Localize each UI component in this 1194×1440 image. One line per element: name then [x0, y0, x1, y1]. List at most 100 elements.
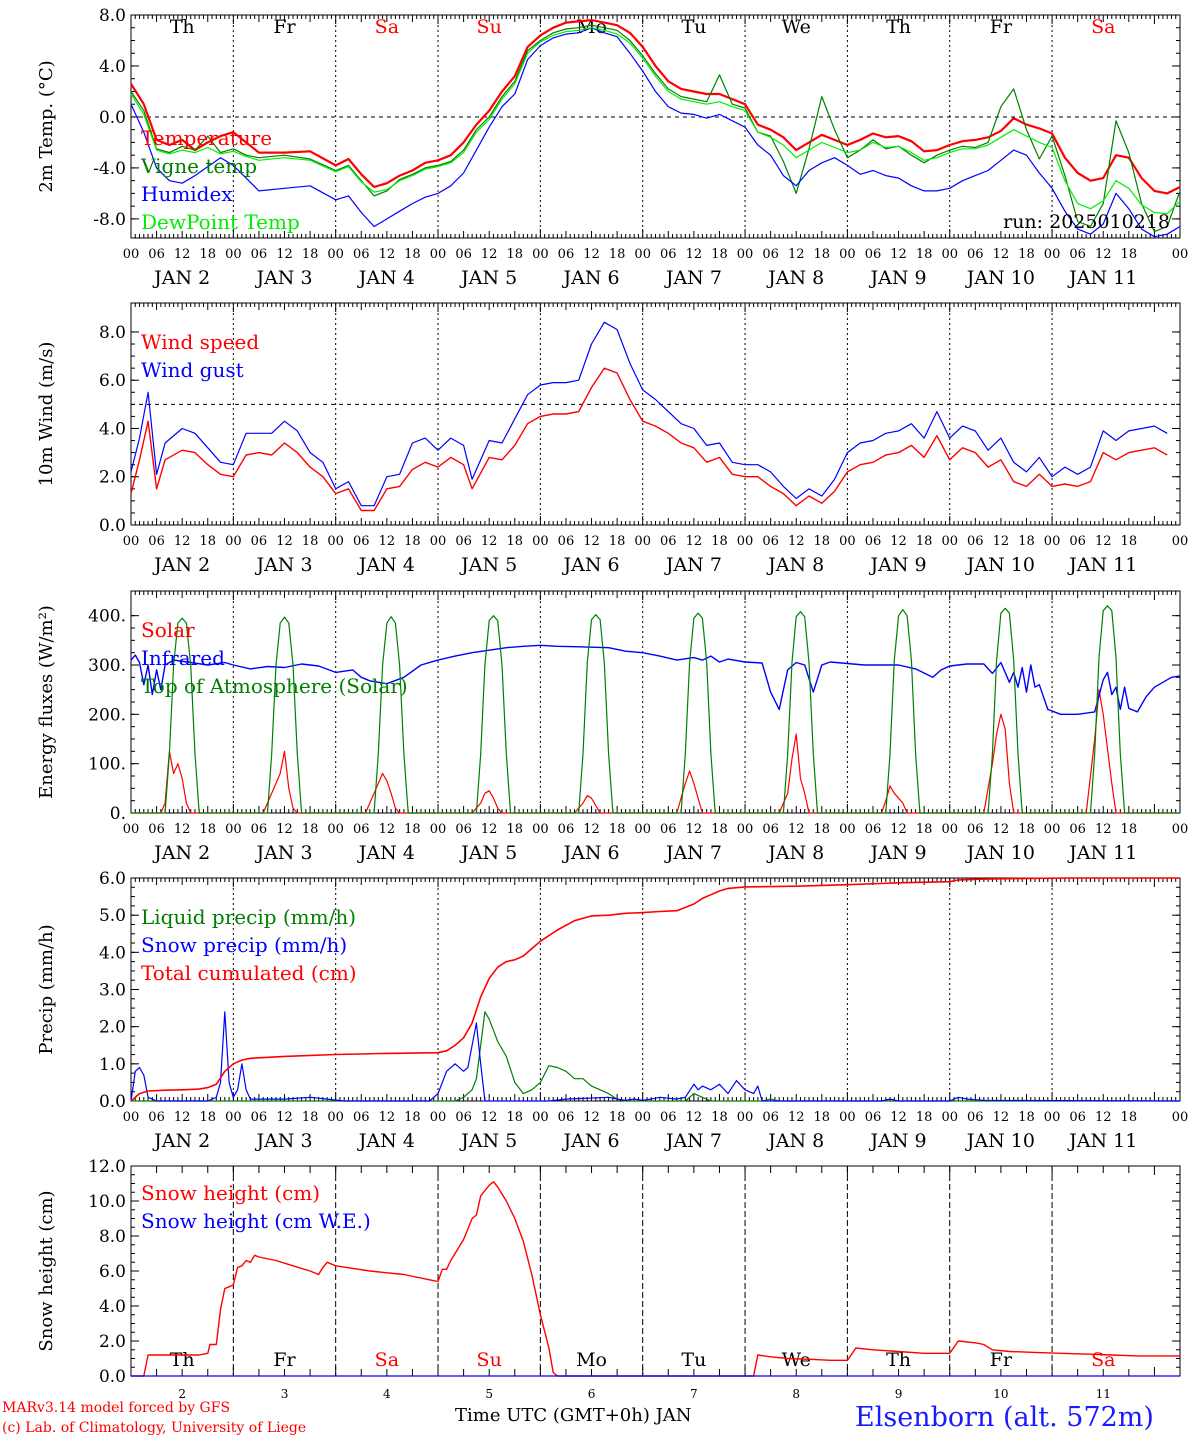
series-line: [130, 321, 1168, 507]
date-label: JAN 6: [561, 554, 619, 576]
hour-label: 00: [225, 247, 242, 262]
y-tick-label: 0.: [110, 804, 126, 824]
hour-label: 12: [686, 822, 703, 837]
hour-label: 18: [609, 247, 626, 262]
hour-label: 06: [1069, 247, 1086, 262]
time-axis-label: Time UTC (GMT+0h) JAN: [455, 1405, 692, 1426]
hour-label: 06: [660, 1110, 677, 1125]
plot-frame: [130, 14, 1181, 239]
series-line: [130, 877, 1180, 1102]
hour-label: 12: [174, 247, 191, 262]
hour-label: 18: [1121, 1110, 1138, 1125]
hour-label: 06: [967, 822, 984, 837]
weekday-label: We: [782, 16, 811, 38]
hour-label: 12: [890, 247, 907, 262]
hour-label: 06: [148, 822, 165, 837]
day-number-label: 3: [281, 1387, 289, 1401]
series-line: [131, 605, 1180, 814]
hour-label: 06: [660, 247, 677, 262]
date-label: JAN 8: [766, 842, 824, 864]
hour-label: 18: [199, 1110, 216, 1125]
series-line: [130, 24, 1181, 233]
chart-panel-1: 8.0 4.0 0.0 -4.0 -8.0 2m Temp. (°C) 00 06 12 18 JA…: [36, 6, 1188, 289]
day-number-label: 5: [485, 1387, 493, 1401]
hour-label: 00: [839, 1110, 856, 1125]
hour-label: 18: [302, 534, 319, 549]
weekday-label: Su: [477, 16, 502, 38]
hour-label: 12: [1095, 822, 1112, 837]
date-label: JAN 5: [459, 554, 517, 576]
hour-label: 18: [1121, 822, 1138, 837]
hour-label: 06: [1069, 1110, 1086, 1125]
date-label: JAN 8: [766, 1130, 824, 1152]
legend-entry: Wind speed: [141, 330, 259, 354]
y-axis-label: Snow height (cm): [36, 1190, 57, 1351]
hour-label: 06: [353, 1110, 370, 1125]
hour-label: 12: [379, 247, 396, 262]
series-line: [131, 1011, 1180, 1102]
hour-label: 18: [814, 822, 831, 837]
y-tick-label: 5.0: [99, 906, 126, 926]
hour-label: 18: [1018, 1110, 1035, 1125]
chart-panel-3: 0. 100. 200. 300. 400. Energy fluxes (W/m²) 00…: [36, 590, 1188, 864]
hour-label: 00: [941, 822, 958, 837]
hour-label: 12: [686, 247, 703, 262]
hour-label: 12: [276, 247, 293, 262]
hour-label: 00: [839, 247, 856, 262]
hour-label: 18: [199, 822, 216, 837]
date-label: JAN 10: [965, 267, 1035, 289]
series-line: [130, 27, 1181, 215]
hour-label: 12: [276, 534, 293, 549]
y-tick-label: 6.0: [99, 869, 126, 889]
hour-label: 06: [967, 247, 984, 262]
hour-label: 00: [225, 534, 242, 549]
hour-label: 12: [993, 247, 1010, 262]
series-line: [131, 689, 1180, 814]
y-tick-label: 8.0: [99, 6, 126, 26]
y-tick-label: 4.0: [99, 57, 126, 77]
hour-label: 00: [941, 247, 958, 262]
day-number-label: 7: [690, 1387, 698, 1401]
hour-label: 12: [379, 822, 396, 837]
hour-label: 06: [455, 247, 472, 262]
y-tick-label: 2.0: [99, 1018, 126, 1038]
hour-label: 06: [660, 822, 677, 837]
y-tick-label: 200.: [88, 705, 126, 725]
date-label: JAN 4: [357, 1130, 415, 1152]
hour-label: 00: [1044, 822, 1061, 837]
y-tick-label: 12.0: [88, 1157, 126, 1177]
y-tick-label: -4.0: [93, 159, 126, 179]
weekday-label: Th: [886, 1349, 911, 1371]
hour-label: 06: [762, 534, 779, 549]
hour-label: 06: [353, 534, 370, 549]
day-number-label: 2: [178, 1387, 186, 1401]
hour-label: 00: [634, 1110, 651, 1125]
weekday-label: Th: [170, 1349, 195, 1371]
day-number-label: 8: [792, 1387, 800, 1401]
hour-label: 18: [302, 822, 319, 837]
legend-entry: Wind gust: [141, 358, 244, 382]
hour-label: 00: [123, 1110, 140, 1125]
hour-label: 06: [865, 822, 882, 837]
hour-label: 18: [814, 1110, 831, 1125]
hour-label: 12: [1095, 1110, 1112, 1125]
hour-label: 12: [686, 534, 703, 549]
hour-label: 06: [455, 1110, 472, 1125]
legend-entry: Infrared: [141, 646, 225, 670]
date-label: JAN 11: [1067, 1130, 1137, 1152]
weekday-label: Mo: [576, 1349, 607, 1371]
hour-label: 00: [839, 534, 856, 549]
hour-label: 12: [481, 822, 498, 837]
hour-label: 06: [558, 534, 575, 549]
hour-label: 06: [865, 534, 882, 549]
date-label: JAN 5: [459, 1130, 517, 1152]
hour-label: 06: [1069, 822, 1086, 837]
day-number-label: 11: [1096, 1387, 1111, 1401]
series-line: [130, 367, 1168, 512]
hour-label: 00: [123, 247, 140, 262]
weekday-label: Fr: [990, 1349, 1013, 1371]
weekday-label: We: [782, 1349, 811, 1371]
y-tick-label: 4.0: [99, 419, 126, 439]
hour-label: 00: [737, 534, 754, 549]
hour-label: 00: [430, 822, 447, 837]
